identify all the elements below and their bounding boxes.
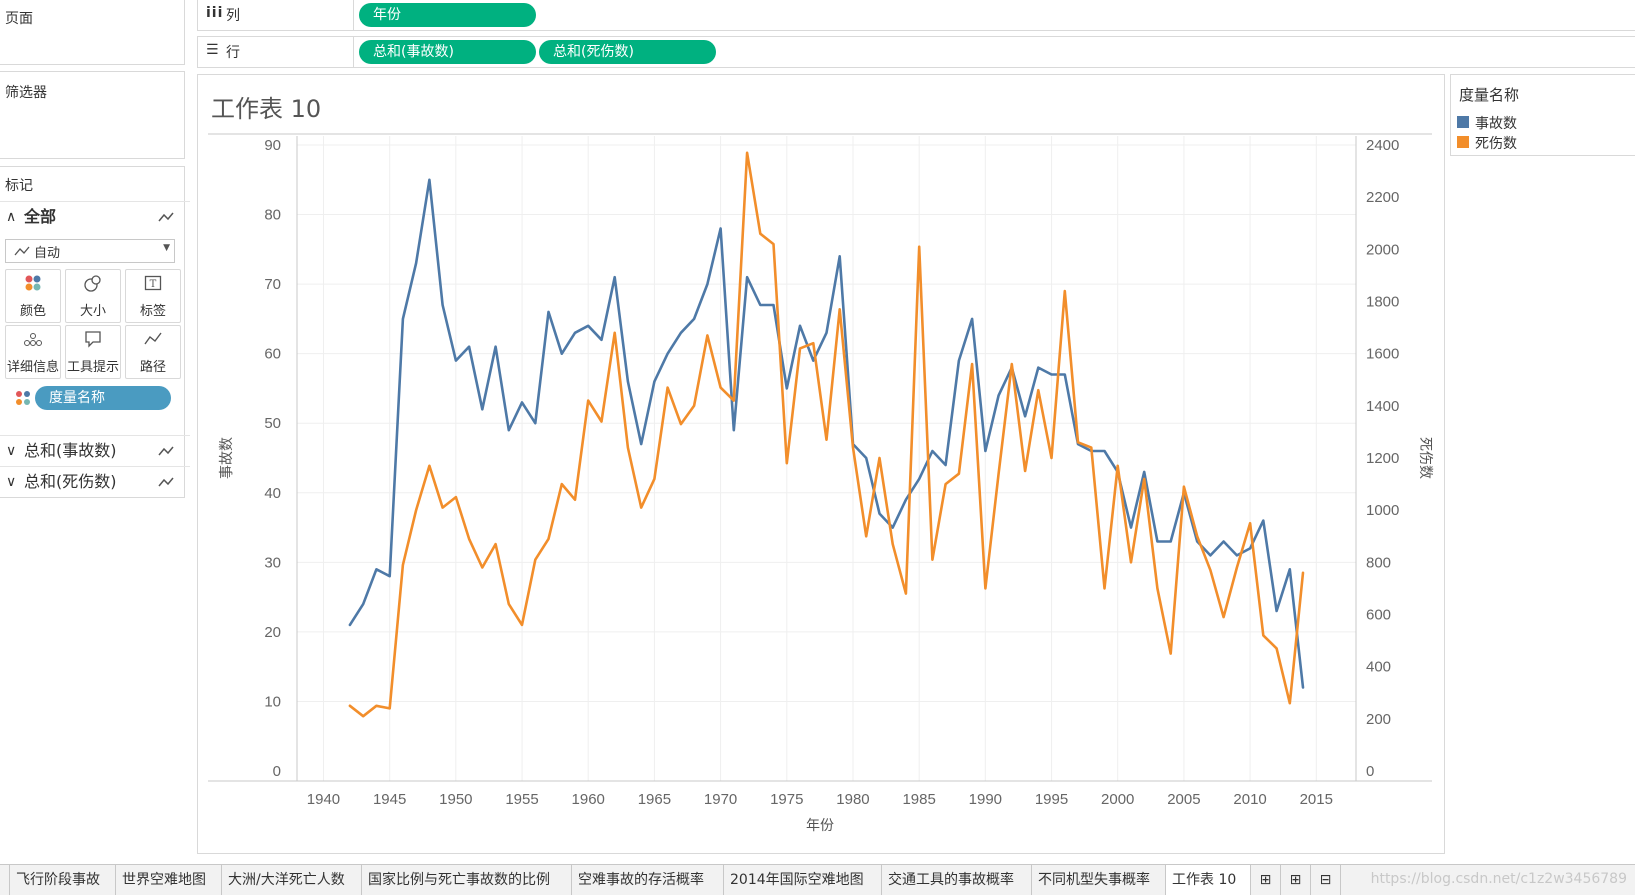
chevron-down-icon: ▼ bbox=[163, 243, 170, 253]
marks-all-label: 全部 bbox=[24, 207, 57, 226]
mark-type-label: 自动 bbox=[34, 246, 61, 261]
detail-dots-icon bbox=[6, 330, 60, 356]
new-story-icon[interactable]: ⊟ bbox=[1311, 865, 1341, 895]
detail-button[interactable]: 详细信息 bbox=[5, 325, 61, 379]
filters-title: 筛选器 bbox=[5, 85, 47, 101]
label-label: 标签 bbox=[139, 304, 166, 319]
legend-swatch bbox=[1457, 116, 1469, 128]
pages-card: 页面 bbox=[0, 0, 185, 65]
legend-label: 死伤数 bbox=[1475, 136, 1517, 152]
legend-card: 度量名称 事故数 死伤数 bbox=[1450, 74, 1635, 156]
line-chart-icon bbox=[158, 212, 174, 222]
size-icon bbox=[66, 274, 120, 300]
tab-sheet-10[interactable]: 工作表 10 bbox=[1166, 865, 1251, 895]
color-button[interactable]: 颜色 bbox=[5, 269, 61, 323]
sheet-tabs-bar: 飞行阶段事故 世界空难地图 大洲/大洋死亡人数 国家比例与死亡事故数的比例 空难… bbox=[0, 864, 1635, 895]
chevron-down-icon: ∨ bbox=[6, 474, 17, 490]
rows-label: 行 bbox=[226, 45, 240, 61]
line-mark-icon bbox=[14, 246, 30, 256]
tab-survival-rate[interactable]: 空难事故的存活概率 bbox=[572, 865, 724, 895]
tab-continent-deaths[interactable]: 大洲/大洋死亡人数 bbox=[222, 865, 362, 895]
rows-shelf[interactable]: ☰ 行 总和(事故数) 总和(死伤数) bbox=[197, 36, 1635, 68]
tab-world-crash-map[interactable]: 世界空难地图 bbox=[116, 865, 222, 895]
legend-item[interactable]: 事故数 bbox=[1456, 112, 1635, 132]
shelf-divider bbox=[353, 37, 354, 67]
svg-text:T: T bbox=[150, 279, 157, 290]
size-button[interactable]: 大小 bbox=[65, 269, 121, 323]
marks-title: 标记 bbox=[5, 178, 33, 194]
chevron-down-icon: ∨ bbox=[6, 443, 17, 459]
pages-title: 页面 bbox=[5, 11, 33, 27]
marks-all-section[interactable]: ∧ 全部 bbox=[0, 201, 190, 232]
line-chart-icon bbox=[158, 477, 174, 487]
sheet-view: 工作表 10 bbox=[197, 74, 1445, 854]
tab-2014-crash-map[interactable]: 2014年国际空难地图 bbox=[724, 865, 882, 895]
legend-title: 度量名称 bbox=[1459, 86, 1520, 104]
sheet-title: 工作表 10 bbox=[211, 95, 322, 123]
label-button[interactable]: T 标签 bbox=[125, 269, 181, 323]
sum-casualties-pill[interactable]: 总和(死伤数) bbox=[539, 40, 716, 64]
sum-casualties-section[interactable]: ∨ 总和(死伤数) bbox=[0, 466, 190, 497]
legend-swatch bbox=[1457, 136, 1469, 148]
new-sheet-icon[interactable]: ⊞ bbox=[1251, 865, 1281, 895]
new-dashboard-icon[interactable]: ⊞ bbox=[1281, 865, 1311, 895]
tooltip-label: 工具提示 bbox=[66, 360, 119, 375]
marks-card: 标记 ∧ 全部 自动 ▼ 颜色 大小 T 标签 详细信息 工具提示 路径 度量名… bbox=[0, 166, 190, 498]
columns-shelf[interactable]: iii 列 年份 bbox=[197, 0, 1635, 31]
tooltip-button[interactable]: 工具提示 bbox=[65, 325, 121, 379]
tab-country-ratio[interactable]: 国家比例与死亡事故数的比例 bbox=[362, 865, 572, 895]
year-pill[interactable]: 年份 bbox=[359, 3, 536, 27]
text-label-icon: T bbox=[126, 274, 180, 300]
path-button[interactable]: 路径 bbox=[125, 325, 181, 379]
sum-casualties-label: 总和(死伤数) bbox=[24, 472, 117, 491]
filters-card[interactable]: 筛选器 bbox=[0, 71, 185, 159]
shelf-divider bbox=[353, 0, 354, 30]
tab-aircraft-type[interactable]: 不同机型失事概率 bbox=[1032, 865, 1166, 895]
detail-label: 详细信息 bbox=[6, 360, 59, 375]
tab-vehicle-probability[interactable]: 交通工具的事故概率 bbox=[882, 865, 1032, 895]
tooltip-icon bbox=[66, 330, 120, 356]
columns-icon: iii bbox=[206, 5, 224, 21]
path-icon bbox=[126, 330, 180, 356]
tab-scroll-stub[interactable] bbox=[0, 865, 10, 895]
legend-label: 事故数 bbox=[1475, 116, 1517, 132]
color-label: 颜色 bbox=[19, 304, 46, 319]
size-label: 大小 bbox=[79, 304, 106, 319]
tab-flight-phase[interactable]: 飞行阶段事故 bbox=[10, 865, 116, 895]
rows-icon: ☰ bbox=[206, 42, 219, 58]
columns-label: 列 bbox=[226, 8, 240, 24]
path-label: 路径 bbox=[139, 360, 166, 375]
sum-accidents-section[interactable]: ∨ 总和(事故数) bbox=[0, 435, 190, 466]
chevron-up-icon: ∧ bbox=[6, 209, 17, 225]
sum-accidents-pill[interactable]: 总和(事故数) bbox=[359, 40, 536, 64]
watermark: https://blog.csdn.net/c1z2w3456789 bbox=[1370, 871, 1627, 887]
measure-names-pill[interactable]: 度量名称 bbox=[35, 386, 171, 410]
color-dots-small-icon bbox=[15, 390, 31, 410]
mark-type-dropdown[interactable]: 自动 ▼ bbox=[5, 239, 175, 263]
line-chart-icon bbox=[158, 446, 174, 456]
sum-accidents-label: 总和(事故数) bbox=[24, 441, 117, 460]
color-dots-icon bbox=[6, 274, 60, 300]
legend-item[interactable]: 死伤数 bbox=[1456, 132, 1635, 152]
